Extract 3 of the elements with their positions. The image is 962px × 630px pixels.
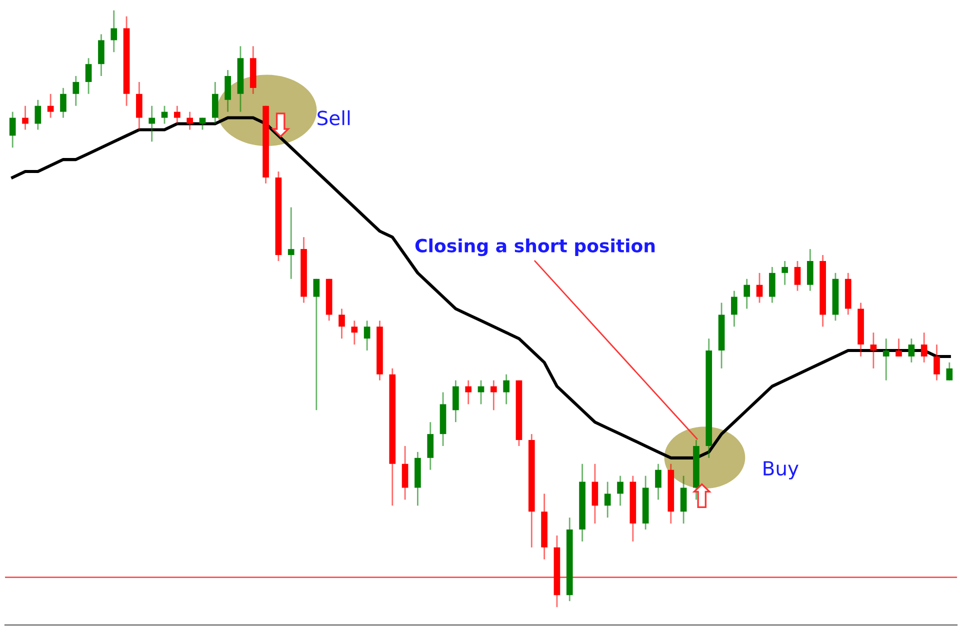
annotation: Closing a short position bbox=[415, 238, 655, 256]
annotation: Sell bbox=[318, 110, 350, 126]
annotation: Buy bbox=[764, 461, 798, 480]
